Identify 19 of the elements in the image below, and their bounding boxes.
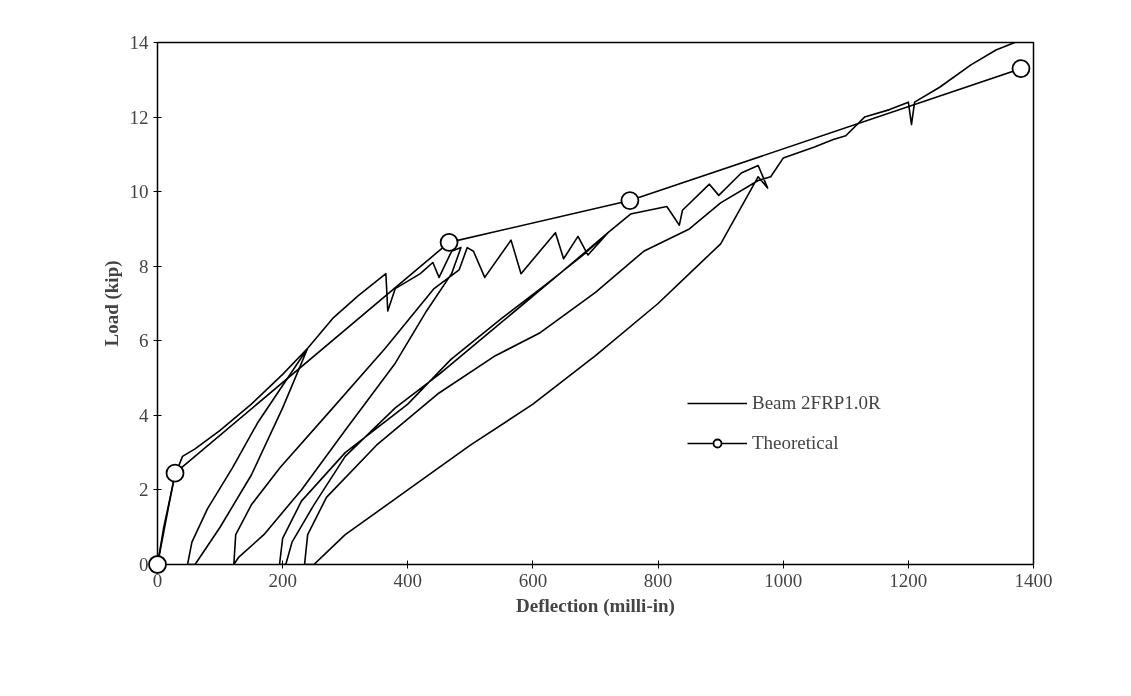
x-tick-label: 800 (643, 569, 673, 591)
x-tick-label: 200 (268, 569, 297, 591)
y-tick-label: 2 (139, 479, 149, 501)
legend-label: Beam 2FRP1.0R (752, 392, 881, 414)
x-tick-label: 400 (393, 569, 423, 591)
y-tick-label: 0 (139, 554, 149, 575)
x-tick-label: 1400 (1014, 569, 1053, 591)
y-tick-label: 14 (129, 32, 149, 53)
x-axis-title: Deflection (milli-in) (516, 594, 675, 617)
y-tick-label: 4 (139, 404, 149, 426)
x-tick-label: 600 (518, 569, 548, 591)
y-tick-label: 8 (139, 255, 149, 277)
y-tick-label: 12 (129, 106, 149, 128)
x-tick-label: 1200 (889, 569, 928, 591)
legend-label: Theoretical (752, 432, 839, 454)
y-axis-title: Load (kip) (100, 260, 123, 347)
x-tick-label: 1000 (764, 569, 803, 591)
y-tick-label: 10 (129, 181, 149, 203)
y-tick-label: 6 (139, 330, 149, 352)
